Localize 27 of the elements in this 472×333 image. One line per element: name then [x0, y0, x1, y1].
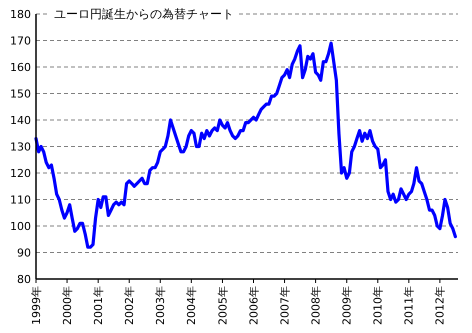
line-series [34, 42, 457, 249]
x-tick-label: 2002年 [123, 286, 136, 325]
x-tick-label: 2004年 [185, 286, 198, 325]
y-tick-label: 90 [17, 246, 31, 260]
y-tick-label: 80 [17, 272, 31, 286]
y-tick-label: 150 [10, 87, 31, 100]
y-tick-label: 110 [10, 193, 31, 206]
x-tick-label: 2011年 [402, 286, 416, 325]
x-tick-label: 2006年 [247, 286, 260, 325]
x-tick-label: 1999年 [30, 286, 43, 325]
x-tick-label: 2012年 [434, 286, 447, 325]
x-tick-label: 2001年 [92, 286, 106, 325]
y-tick-label: 100 [10, 220, 31, 233]
y-tick-label: 180 [10, 8, 31, 21]
y-tick-label: 130 [10, 140, 31, 154]
x-tick-label: 2000年 [60, 286, 74, 325]
x-tick-label: 2007年 [278, 286, 292, 325]
x-tick-label: 2010年 [372, 286, 385, 325]
x-tick-label: 2005年 [216, 286, 230, 325]
x-tick-label: 2009年 [340, 286, 354, 325]
y-tick-label: 140 [10, 114, 31, 127]
chart-title: ユーロ円誕生からの為替チャート [54, 7, 234, 21]
y-tick-label: 120 [10, 166, 31, 180]
x-tick-label: 2003年 [154, 286, 168, 325]
y-tick-label: 160 [10, 60, 31, 74]
y-tick-label: 170 [10, 34, 31, 48]
x-tick-label: 2008年 [309, 286, 322, 325]
